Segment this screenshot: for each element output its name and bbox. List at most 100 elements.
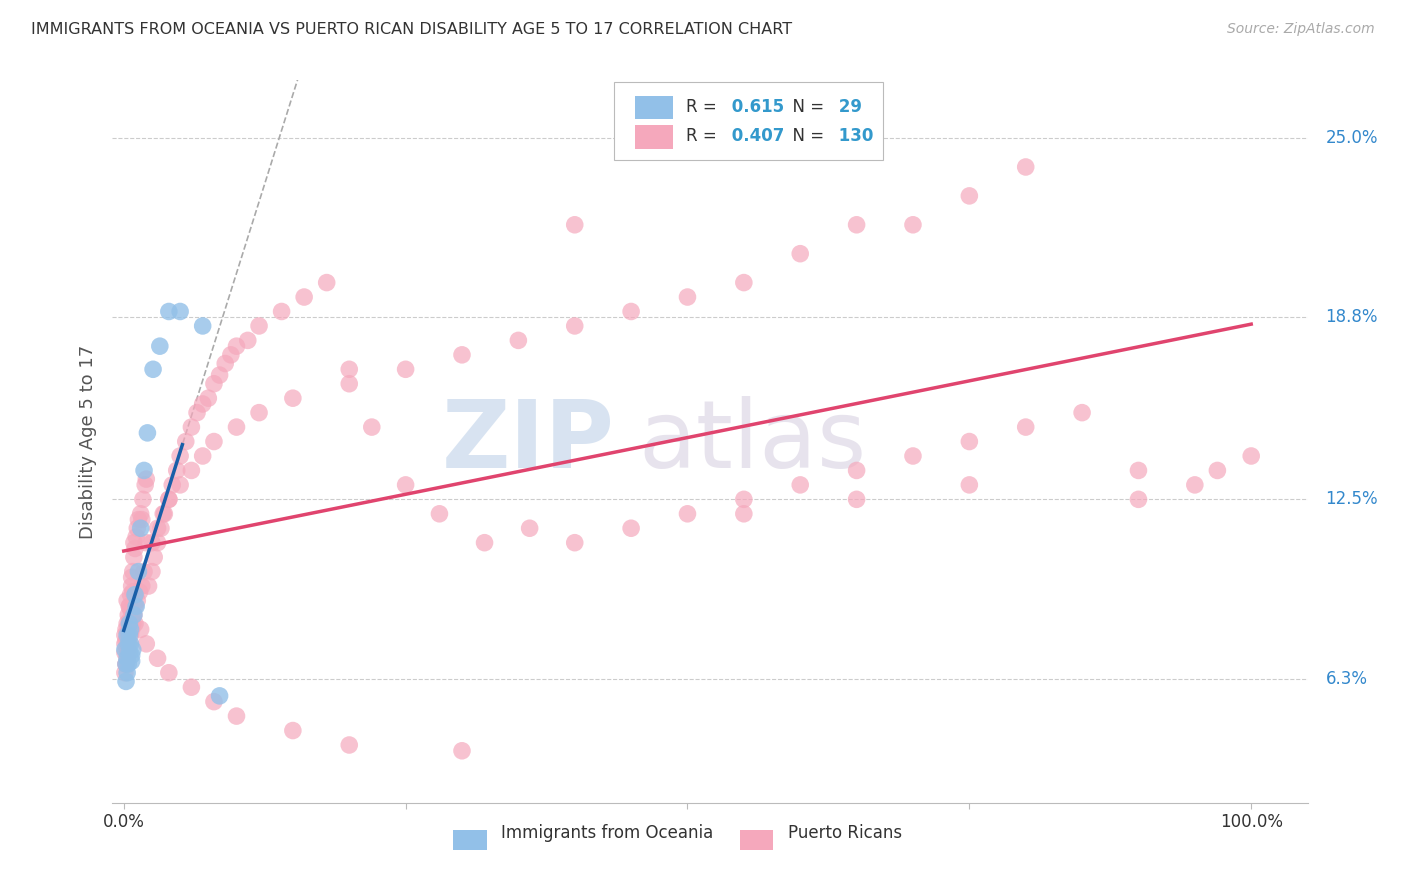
Puerto Ricans — [676, 507, 699, 521]
Text: Source: ZipAtlas.com: Source: ZipAtlas.com — [1227, 22, 1375, 37]
Text: 0.407: 0.407 — [725, 128, 785, 145]
Puerto Ricans — [124, 541, 146, 556]
Puerto Ricans — [157, 665, 180, 680]
Puerto Ricans — [146, 535, 169, 549]
FancyBboxPatch shape — [634, 95, 673, 119]
Y-axis label: Disability Age 5 to 17: Disability Age 5 to 17 — [79, 344, 97, 539]
Puerto Ricans — [337, 738, 360, 752]
Immigrants from Oceania — [136, 425, 159, 440]
Puerto Ricans — [845, 218, 868, 232]
Puerto Ricans — [519, 521, 541, 535]
Immigrants from Oceania — [115, 651, 138, 665]
Puerto Ricans — [191, 449, 214, 463]
Puerto Ricans — [143, 550, 166, 565]
Immigrants from Oceania — [121, 642, 143, 657]
Immigrants from Oceania — [115, 657, 138, 671]
Puerto Ricans — [281, 391, 304, 405]
Puerto Ricans — [337, 376, 360, 391]
Puerto Ricans — [202, 376, 225, 391]
Puerto Ricans — [129, 507, 152, 521]
Puerto Ricans — [141, 535, 163, 549]
Puerto Ricans — [135, 535, 157, 549]
Puerto Ricans — [1128, 492, 1150, 507]
Immigrants from Oceania — [129, 521, 152, 535]
Puerto Ricans — [360, 420, 382, 434]
Puerto Ricans — [1184, 478, 1206, 492]
Immigrants from Oceania — [149, 339, 172, 353]
Puerto Ricans — [337, 362, 360, 376]
Puerto Ricans — [121, 584, 143, 599]
Text: 6.3%: 6.3% — [1326, 670, 1368, 688]
Text: 0.615: 0.615 — [725, 97, 783, 116]
Puerto Ricans — [121, 579, 143, 593]
Puerto Ricans — [122, 535, 145, 549]
Puerto Ricans — [160, 478, 183, 492]
Puerto Ricans — [122, 607, 145, 622]
Puerto Ricans — [1206, 463, 1229, 477]
Puerto Ricans — [152, 507, 174, 521]
Puerto Ricans — [115, 593, 138, 607]
Immigrants from Oceania — [118, 646, 141, 660]
Puerto Ricans — [1128, 463, 1150, 477]
Puerto Ricans — [115, 616, 138, 631]
Puerto Ricans — [120, 628, 142, 642]
Puerto Ricans — [620, 304, 643, 318]
Puerto Ricans — [117, 646, 139, 660]
Puerto Ricans — [118, 637, 141, 651]
Puerto Ricans — [157, 492, 180, 507]
Text: R =: R = — [686, 97, 723, 116]
Puerto Ricans — [132, 492, 155, 507]
Puerto Ricans — [247, 318, 270, 333]
Puerto Ricans — [214, 357, 236, 371]
Puerto Ricans — [115, 657, 138, 671]
FancyBboxPatch shape — [614, 82, 883, 160]
Immigrants from Oceania — [117, 637, 139, 651]
Puerto Ricans — [121, 623, 143, 637]
Puerto Ricans — [128, 584, 150, 599]
Puerto Ricans — [114, 637, 136, 651]
Immigrants from Oceania — [115, 665, 138, 680]
Puerto Ricans — [115, 631, 138, 645]
Puerto Ricans — [131, 579, 153, 593]
Puerto Ricans — [180, 680, 202, 694]
Puerto Ricans — [564, 535, 586, 549]
Puerto Ricans — [120, 602, 142, 616]
Puerto Ricans — [508, 334, 530, 348]
Immigrants from Oceania — [120, 637, 142, 651]
Puerto Ricans — [125, 530, 148, 544]
FancyBboxPatch shape — [634, 126, 673, 149]
Puerto Ricans — [138, 579, 160, 593]
Immigrants from Oceania — [117, 657, 139, 671]
Puerto Ricans — [127, 593, 149, 607]
Puerto Ricans — [115, 623, 138, 637]
Puerto Ricans — [1240, 449, 1263, 463]
Immigrants from Oceania — [132, 463, 155, 477]
Puerto Ricans — [135, 472, 157, 486]
Text: R =: R = — [686, 128, 723, 145]
Puerto Ricans — [202, 695, 225, 709]
Puerto Ricans — [901, 449, 924, 463]
Immigrants from Oceania — [142, 362, 165, 376]
Puerto Ricans — [429, 507, 451, 521]
Puerto Ricans — [1015, 420, 1038, 434]
Puerto Ricans — [114, 665, 136, 680]
Puerto Ricans — [564, 218, 586, 232]
Puerto Ricans — [789, 246, 811, 260]
Puerto Ricans — [180, 420, 202, 434]
Puerto Ricans — [157, 492, 180, 507]
Immigrants from Oceania — [122, 607, 145, 622]
Puerto Ricans — [146, 651, 169, 665]
Text: Immigrants from Oceania: Immigrants from Oceania — [501, 824, 713, 842]
Puerto Ricans — [1015, 160, 1038, 174]
Puerto Ricans — [208, 368, 231, 382]
Immigrants from Oceania — [208, 689, 231, 703]
Text: 18.8%: 18.8% — [1326, 309, 1378, 326]
Immigrants from Oceania — [169, 304, 191, 318]
Puerto Ricans — [474, 535, 496, 549]
Text: N =: N = — [782, 128, 830, 145]
Puerto Ricans — [122, 550, 145, 565]
Immigrants from Oceania — [191, 318, 214, 333]
Puerto Ricans — [957, 189, 980, 203]
Puerto Ricans — [247, 406, 270, 420]
Puerto Ricans — [121, 616, 143, 631]
